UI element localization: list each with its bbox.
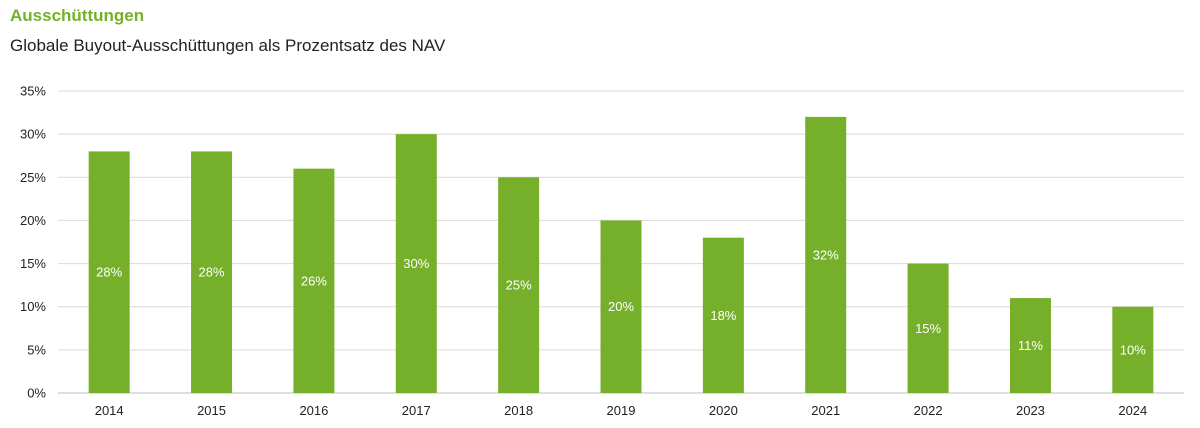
y-tick-label: 20% (20, 213, 46, 228)
x-tick-label: 2023 (1016, 403, 1045, 418)
x-tick-label: 2018 (504, 403, 533, 418)
data-label: 26% (301, 273, 327, 288)
y-axis-ticks: 0% 5% 10% 15% 20% 25% 30% 35% (20, 84, 46, 401)
data-label: 30% (403, 256, 429, 271)
data-label: 20% (608, 299, 634, 314)
bar (293, 168, 335, 393)
x-tick-label: 2022 (914, 403, 943, 418)
y-tick-label: 35% (20, 84, 46, 99)
bar (702, 237, 744, 393)
data-label: 28% (199, 265, 225, 280)
bar (805, 116, 847, 393)
x-tick-label: 2015 (197, 403, 226, 418)
y-tick-label: 15% (20, 256, 46, 271)
bar (88, 151, 130, 393)
data-labels: 28% 28% 26% 30% 25% 20% 18% 32% 15% 11% 10% (96, 247, 1146, 357)
bar (191, 151, 233, 393)
y-tick-label: 0% (27, 386, 46, 401)
chart-subtitle: Globale Buyout-Ausschüttungen als Prozen… (10, 36, 446, 55)
data-label: 10% (1120, 342, 1146, 357)
data-label: 25% (506, 278, 532, 293)
x-tick-label: 2021 (811, 403, 840, 418)
bar (907, 263, 949, 393)
bar (1009, 298, 1051, 393)
x-tick-label: 2020 (709, 403, 738, 418)
y-tick-label: 5% (27, 342, 46, 357)
data-label: 15% (915, 321, 941, 336)
data-label: 11% (1018, 338, 1043, 353)
x-tick-label: 2019 (607, 403, 636, 418)
y-tick-label: 10% (20, 299, 46, 314)
data-label: 28% (96, 265, 122, 280)
x-tick-label: 2016 (299, 403, 328, 418)
bar (395, 134, 437, 393)
y-tick-label: 30% (20, 127, 46, 142)
x-tick-label: 2017 (402, 403, 431, 418)
gridlines (58, 90, 1184, 394)
bar (1112, 306, 1154, 393)
y-tick-label: 25% (20, 170, 46, 185)
x-axis-ticks: 2014 2015 2016 2017 2018 2019 2020 2021 2022 2023… (95, 403, 1148, 418)
bars (88, 116, 1154, 393)
chart-title: Ausschüttungen (10, 6, 145, 25)
data-label: 32% (813, 247, 839, 262)
bar (498, 177, 540, 393)
x-tick-label: 2024 (1118, 403, 1147, 418)
bar (600, 220, 642, 393)
data-label: 18% (710, 308, 736, 323)
x-tick-label: 2014 (95, 403, 124, 418)
